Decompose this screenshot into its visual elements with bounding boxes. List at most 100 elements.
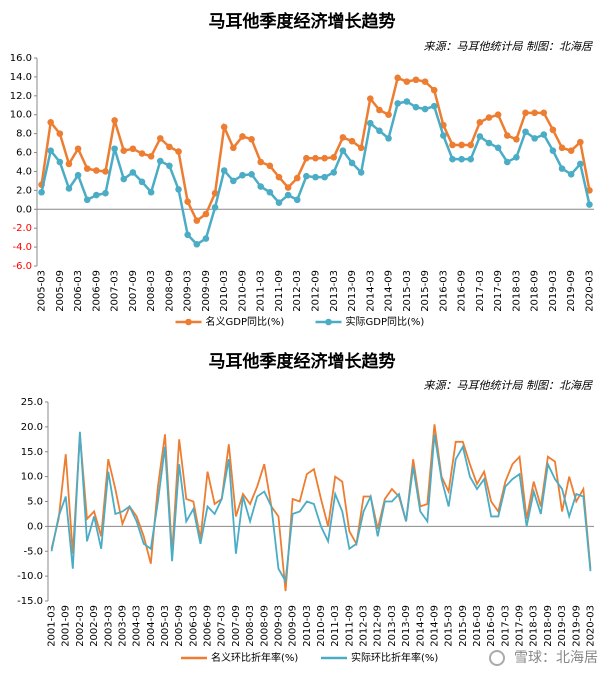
point [248,170,255,178]
point [202,210,210,218]
x-tick-label: 2005-09 [55,270,66,312]
x-tick-label: 2009-09 [201,270,212,312]
point [65,160,73,168]
point [394,100,401,107]
point [366,119,374,127]
x-tick-label: 2013-09 [347,270,358,312]
point [266,162,274,170]
point [513,136,520,143]
x-tick-label: 2020-03 [584,270,595,312]
point [485,114,493,121]
point [558,144,566,152]
x-tick-label: 2016-09 [457,270,468,312]
point [248,136,255,143]
x-tick-label: 2007-03 [217,605,228,647]
point [467,155,475,163]
point [239,171,246,179]
point [120,175,128,183]
point [357,169,365,176]
point [83,165,91,172]
x-tick-label: 2019-03 [548,270,559,312]
point [549,147,557,154]
x-tick-label: 2011-09 [274,270,285,312]
y-tick-label: 8.0 [16,129,32,140]
point [257,158,265,166]
y-tick-label: 16.0 [10,53,32,64]
watermark: 雪球：北海居 [514,650,598,666]
x-tick-label: 2002-03 [75,605,86,647]
y-tick-label: 0.0 [16,204,32,215]
point [312,173,319,181]
point [403,98,411,105]
point [412,76,420,84]
point [211,189,219,197]
point [577,160,584,168]
point [339,134,347,141]
point [266,188,274,196]
point [531,109,538,117]
x-tick-label: 2015-09 [420,270,431,312]
point [330,169,338,176]
point [440,132,447,139]
point [494,144,502,152]
y-tick-label: 12.0 [10,91,32,102]
x-tick-label: 2003-09 [117,605,128,647]
x-tick-label: 2012-03 [359,605,370,647]
point [330,153,338,161]
y-tick-label: -6.0 [12,261,32,272]
x-tick-label: 2003-03 [103,605,114,647]
point [138,150,146,157]
point [47,147,54,154]
point [458,141,465,149]
x-tick-label: 2010-03 [302,605,313,647]
point [147,188,155,196]
point [558,165,566,172]
point [321,154,328,162]
x-tick-label: 2001-09 [61,605,72,647]
x-tick-label: 2010-09 [316,605,327,647]
point [202,235,210,242]
x-tick-label: 2016-09 [486,605,497,647]
series-line [40,100,591,246]
point [284,191,292,199]
point [275,173,283,181]
x-tick-label: 2008-03 [245,605,256,647]
chart-subtitle: 来源：马耳他统计局 制图：北海居 [424,379,593,392]
y-tick-label: 20.0 [21,422,43,433]
point [494,111,502,119]
point [412,103,420,111]
x-tick-label: 2016-03 [438,270,449,312]
x-tick-label: 2012-03 [292,270,303,312]
chart-title: 马耳他季度经济增长趋势 [209,351,396,372]
point [156,135,164,142]
x-tick-label: 2015-09 [458,605,469,647]
point [348,159,356,167]
point [476,133,484,140]
point [531,135,538,142]
y-tick-label: 2.0 [16,185,32,196]
x-tick-label: 2018-03 [529,605,540,647]
point [376,127,383,135]
point [211,204,219,211]
x-tick-label: 2014-09 [429,605,440,647]
point [193,240,201,248]
x-tick-label: 2020-03 [585,605,596,647]
x-tick-label: 2009-03 [183,270,194,312]
point [193,217,201,224]
point [65,185,73,192]
y-tick-label: 15.0 [21,447,43,458]
point [102,168,109,175]
x-tick-label: 2007-03 [110,270,121,312]
x-tick-label: 2012-09 [373,605,384,647]
point [138,178,146,186]
point [166,162,173,170]
point [303,154,310,162]
x-tick-label: 2002-09 [89,605,100,647]
x-tick-label: 2015-03 [444,605,455,647]
x-tick-label: 2008-03 [146,270,157,312]
point [376,106,383,114]
y-tick-label: -15.0 [17,596,43,607]
x-tick-label: 2014-03 [365,270,376,312]
x-tick-label: 2018-09 [543,605,554,647]
